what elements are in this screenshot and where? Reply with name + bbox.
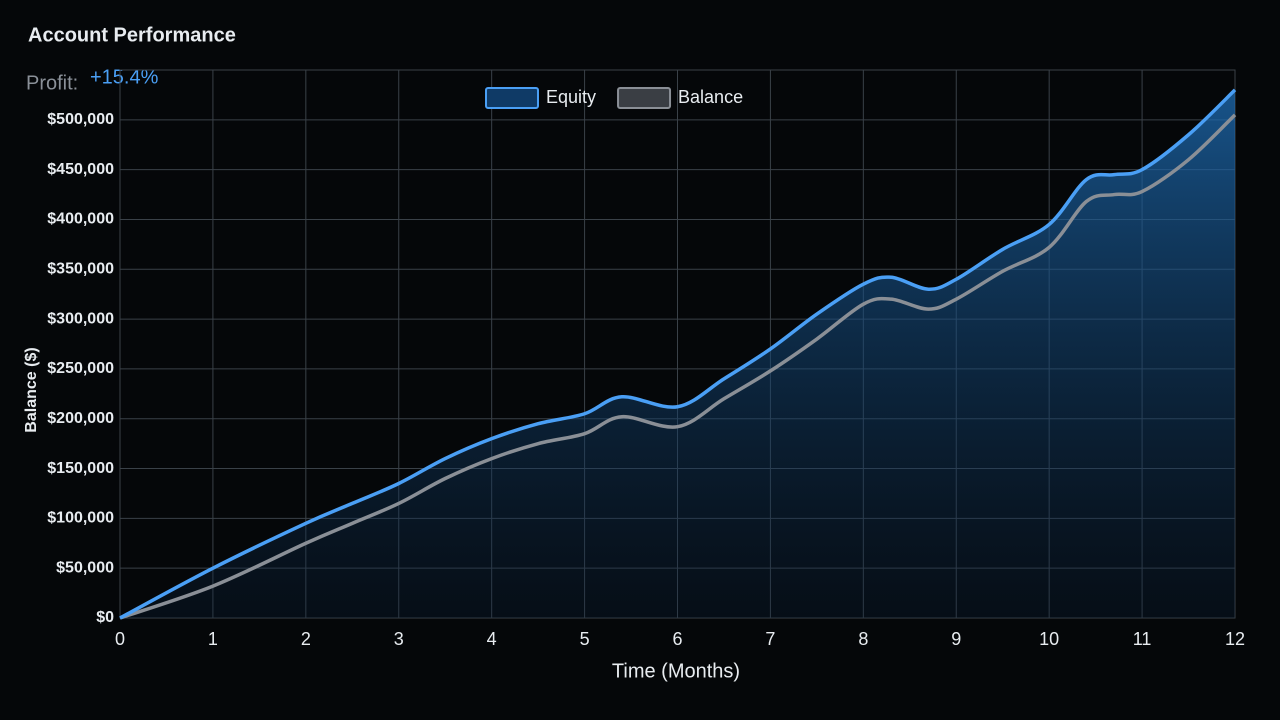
x-tick-label: 4 — [487, 629, 497, 649]
y-tick-label: $150,000 — [47, 460, 114, 477]
equity-area — [120, 89, 1235, 619]
series-line — [119, 88, 1237, 620]
y-tick-label: $500,000 — [47, 111, 114, 128]
x-tick-label: 1 — [208, 629, 218, 649]
x-tick-label: 11 — [1133, 629, 1152, 649]
profit-value: +15.4% — [90, 66, 159, 88]
y-tick-label: $450,000 — [47, 161, 114, 178]
y-tick-label: $0 — [96, 609, 114, 626]
x-tick-label: 2 — [301, 629, 311, 649]
x-tick-label: 7 — [765, 629, 775, 649]
chart-title: Account Performance — [28, 24, 236, 46]
series-line — [119, 113, 1237, 620]
y-tick-label: $100,000 — [47, 510, 114, 527]
x-tick-label: 10 — [1039, 629, 1059, 649]
x-tick-label: 5 — [580, 629, 590, 649]
legend-swatch — [485, 87, 539, 109]
legend-label: Balance — [678, 87, 743, 107]
y-tick-label: $50,000 — [56, 559, 114, 576]
x-tick-label: 6 — [672, 629, 682, 649]
x-tick-label: 3 — [394, 629, 404, 649]
y-tick-label: $400,000 — [47, 211, 114, 228]
profit-label: Profit: — [26, 72, 78, 94]
legend-label: Equity — [546, 87, 596, 107]
y-tick-label: $250,000 — [47, 360, 114, 377]
y-tick-label: $200,000 — [47, 410, 114, 427]
x-tick-label: 9 — [951, 629, 961, 649]
y-tick-label: $350,000 — [47, 260, 114, 277]
x-tick-label: 8 — [858, 629, 868, 649]
y-axis-title: Balance ($) — [23, 347, 40, 432]
x-axis-title: Time (Months) — [612, 660, 740, 682]
x-tick-label: 0 — [115, 629, 125, 649]
x-tick-label: 12 — [1225, 629, 1245, 649]
legend-swatch — [617, 87, 672, 109]
y-tick-label: $300,000 — [47, 310, 114, 327]
